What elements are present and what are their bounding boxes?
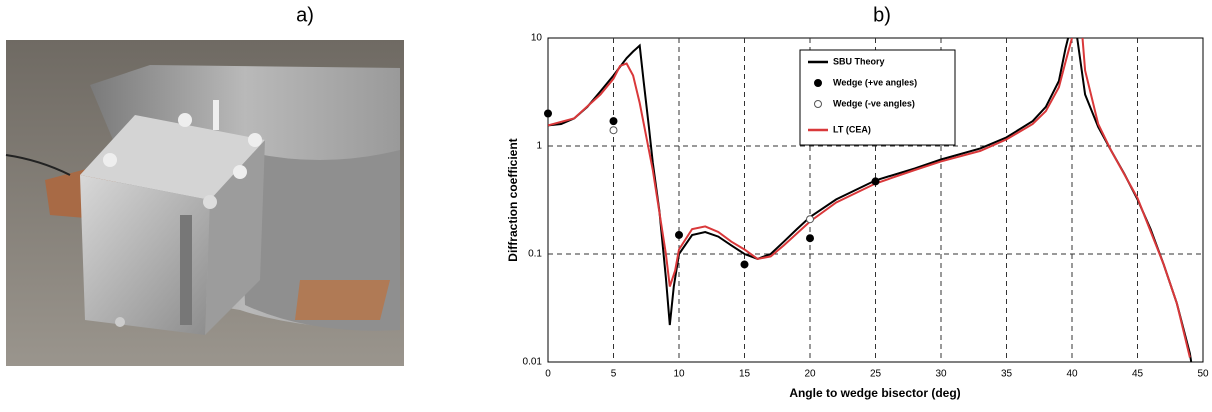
y-tick-label: 1 — [536, 141, 542, 152]
x-tick-label: 10 — [673, 369, 685, 380]
data-point — [609, 117, 618, 126]
data-point — [740, 260, 749, 269]
data-point — [675, 230, 683, 239]
legend-label: LT (CEA) — [833, 124, 871, 134]
series-line — [548, 38, 1191, 358]
legend: SBU Theory Wedge (+ve angles) Wedge (-ve a… — [799, 49, 956, 146]
photo — [5, 40, 404, 366]
legend-label: SBU Theory — [833, 56, 885, 66]
data-point — [871, 177, 880, 186]
x-tick-label: 45 — [1132, 369, 1144, 380]
x-axis-label: Angle to wedge bisector (deg) — [789, 386, 960, 400]
data-point — [806, 215, 814, 224]
x-tick-label: 15 — [739, 369, 751, 380]
x-tick-label: 35 — [1001, 369, 1013, 380]
x-tick-label: 25 — [870, 369, 882, 380]
legend-swatch — [814, 100, 822, 108]
x-tick-label: 20 — [804, 369, 816, 380]
panel-label: b) — [873, 4, 891, 26]
panel-label: a) — [296, 4, 314, 26]
data-point — [806, 234, 814, 243]
data-point — [544, 109, 552, 118]
legend-label: Wedge (+ve angles) — [833, 77, 917, 87]
x-tick-label: 50 — [1197, 369, 1209, 380]
y-tick-label: 0.1 — [528, 249, 542, 260]
legend-label: Wedge (-ve angles) — [833, 98, 915, 108]
y-tick-label: 0.01 — [523, 357, 543, 368]
y-tick-label: 10 — [531, 33, 543, 44]
x-tick-label: 40 — [1066, 369, 1078, 380]
series-layer — [548, 38, 1193, 362]
y-axis-label: Diffraction coefficient — [506, 138, 520, 261]
x-tick-label: 30 — [935, 369, 947, 380]
legend-swatch — [814, 79, 822, 87]
plot: Diffraction coefficient Angle to wedge b… — [506, 33, 1209, 401]
data-point — [609, 126, 618, 135]
x-tick-label: 0 — [545, 369, 551, 380]
x-tick-label: 5 — [611, 369, 617, 380]
